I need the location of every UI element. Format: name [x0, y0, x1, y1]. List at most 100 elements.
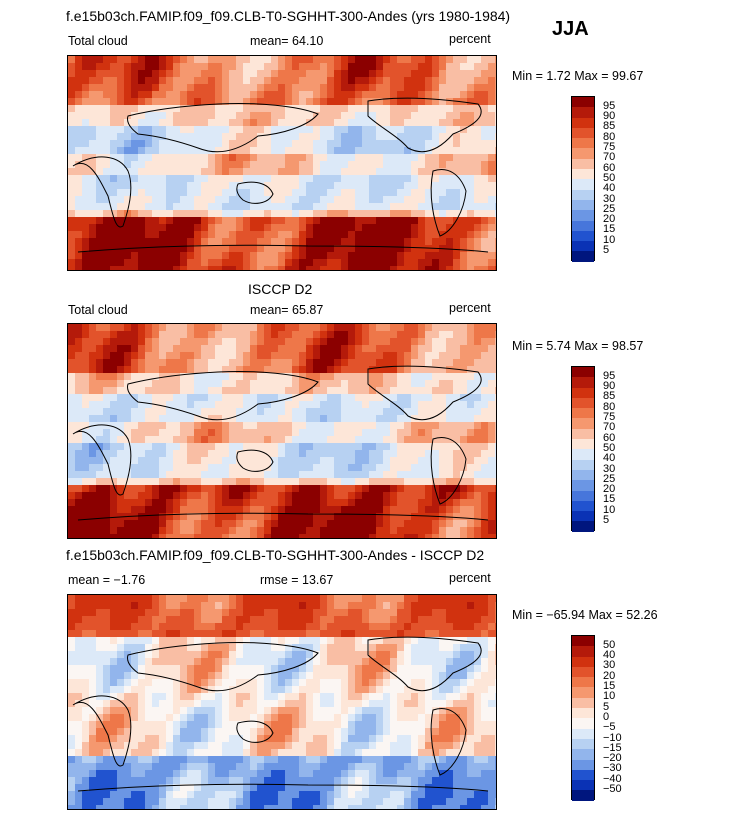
- field-cell: [124, 231, 132, 239]
- field-cell: [418, 429, 426, 437]
- field-cell: [348, 331, 356, 339]
- field-cell: [411, 231, 419, 239]
- field-cell: [425, 443, 433, 451]
- field-cell: [481, 686, 489, 694]
- field-cell: [201, 182, 209, 190]
- field-cell: [215, 161, 223, 169]
- field-cell: [138, 168, 146, 176]
- field-cell: [348, 175, 356, 183]
- field-cell: [383, 644, 391, 652]
- field-cell: [173, 693, 181, 701]
- field-cell: [159, 231, 167, 239]
- field-cell: [446, 359, 454, 367]
- field-cell: [376, 644, 384, 652]
- field-cell: [117, 630, 125, 638]
- field-cell: [460, 443, 468, 451]
- field-cell: [348, 359, 356, 367]
- field-cell: [152, 91, 160, 99]
- field-cell: [446, 266, 454, 270]
- colorbar-label: 10: [603, 233, 616, 246]
- field-cell: [89, 651, 97, 659]
- field-cell: [194, 616, 202, 624]
- field-cell: [264, 119, 272, 127]
- field-cell: [404, 217, 412, 225]
- field-cell: [376, 506, 384, 514]
- field-cell: [82, 609, 90, 617]
- field-cell: [320, 658, 328, 666]
- field-cell: [110, 161, 118, 169]
- field-cell: [201, 693, 209, 701]
- field-cell: [166, 408, 174, 416]
- field-cell: [229, 217, 237, 225]
- field-cell: [320, 686, 328, 694]
- field-cell: [390, 245, 398, 253]
- field-cell: [89, 245, 97, 253]
- field-cell: [201, 506, 209, 514]
- field-cell: [89, 112, 97, 120]
- field-cell: [243, 700, 251, 708]
- field-cell: [229, 168, 237, 176]
- field-cell: [299, 644, 307, 652]
- field-cell: [124, 359, 132, 367]
- field-cell: [425, 182, 433, 190]
- field-cell: [411, 105, 419, 113]
- field-cell: [145, 175, 153, 183]
- field-cell: [439, 471, 447, 479]
- field-cell: [110, 366, 118, 374]
- field-cell: [152, 217, 160, 225]
- field-cell: [327, 387, 335, 395]
- field-cell: [404, 637, 412, 645]
- field-cell: [362, 499, 370, 507]
- field-cell: [369, 238, 377, 246]
- field-cell: [390, 602, 398, 610]
- field-cell: [348, 70, 356, 78]
- field-cell: [208, 168, 216, 176]
- field-cell: [348, 63, 356, 71]
- field-cell: [243, 450, 251, 458]
- field-cell: [446, 133, 454, 141]
- field-cell: [187, 436, 195, 444]
- field-cell: [341, 119, 349, 127]
- field-cell: [243, 366, 251, 374]
- field-cell: [250, 182, 258, 190]
- field-cell: [264, 616, 272, 624]
- field-cell: [131, 499, 139, 507]
- field-cell: [138, 595, 146, 603]
- field-cell: [460, 520, 468, 528]
- field-cell: [96, 70, 104, 78]
- field-cell: [173, 665, 181, 673]
- field-cell: [103, 436, 111, 444]
- field-cell: [418, 140, 426, 148]
- field-cell: [250, 506, 258, 514]
- field-cell: [215, 224, 223, 232]
- field-cell: [390, 147, 398, 155]
- field-cell: [145, 513, 153, 521]
- field-cell: [460, 471, 468, 479]
- field-cell: [320, 422, 328, 430]
- field-cell: [313, 401, 321, 409]
- field-cell: [292, 210, 300, 218]
- field-cell: [348, 408, 356, 416]
- field-cell: [131, 210, 139, 218]
- field-cell: [145, 602, 153, 610]
- field-cell: [180, 91, 188, 99]
- field-cell: [250, 366, 258, 374]
- field-cell: [467, 175, 475, 183]
- field-cell: [355, 189, 363, 197]
- field-cell: [453, 679, 461, 687]
- field-cell: [299, 422, 307, 430]
- field-cell: [75, 380, 83, 388]
- field-cell: [327, 665, 335, 673]
- field-cell: [103, 231, 111, 239]
- field-cell: [411, 527, 419, 535]
- field-cell: [376, 126, 384, 134]
- field-cell: [474, 700, 482, 708]
- field-cell: [390, 77, 398, 85]
- field-cell: [208, 609, 216, 617]
- field-cell: [152, 203, 160, 211]
- field-cell: [285, 352, 293, 360]
- field-cell: [271, 175, 279, 183]
- field-cell: [390, 630, 398, 638]
- field-cell: [306, 394, 314, 402]
- field-cell: [306, 707, 314, 715]
